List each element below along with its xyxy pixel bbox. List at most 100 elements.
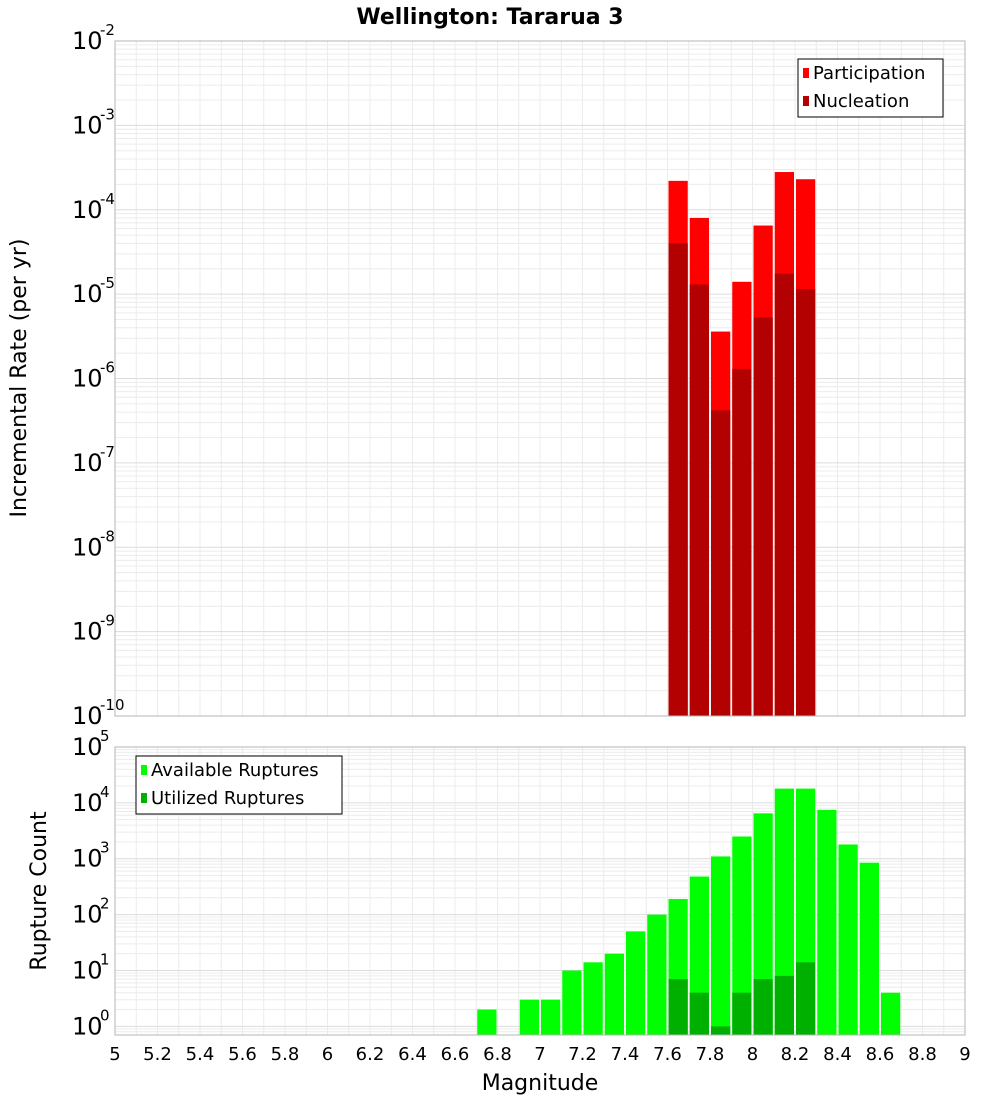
available-ruptures-bar bbox=[519, 999, 539, 1035]
top-y-tick-labels: 10-210-310-410-510-610-710-810-910-10 bbox=[72, 21, 125, 730]
y-tick-label: 10 bbox=[72, 789, 103, 817]
x-axis-label: Magnitude bbox=[482, 1071, 599, 1096]
available-ruptures-bar bbox=[838, 844, 858, 1035]
x-tick-label: 6.6 bbox=[441, 1044, 470, 1065]
utilized-ruptures-bar bbox=[796, 962, 816, 1035]
utilized-ruptures-bar bbox=[732, 992, 752, 1035]
y-tick-exponent: 5 bbox=[100, 727, 110, 745]
nucleation-bar bbox=[711, 410, 731, 716]
x-tick-label: 5.4 bbox=[186, 1044, 215, 1065]
y-tick-exponent: -3 bbox=[100, 105, 115, 123]
x-tick-label: 7 bbox=[534, 1044, 545, 1065]
x-tick-label: 5.2 bbox=[143, 1044, 172, 1065]
x-tick-label: 5.8 bbox=[271, 1044, 300, 1065]
y-tick-exponent: -8 bbox=[100, 527, 115, 545]
participation-swatch bbox=[803, 68, 809, 78]
y-tick-label: 10 bbox=[72, 449, 103, 477]
available-ruptures-bar bbox=[604, 953, 624, 1035]
available-ruptures-bar bbox=[859, 862, 879, 1035]
x-tick-label: 6 bbox=[322, 1044, 333, 1065]
top-grid bbox=[114, 40, 966, 717]
y-tick-exponent: 2 bbox=[100, 895, 110, 913]
available-ruptures-bar bbox=[711, 856, 731, 1035]
bottom-legend: Available Ruptures Utilized Ruptures bbox=[135, 755, 343, 815]
top-plot-border bbox=[114, 40, 966, 717]
bottom-y-axis-label: Rupture Count bbox=[27, 811, 52, 971]
x-tick-label: 5 bbox=[109, 1044, 120, 1065]
y-tick-exponent: 0 bbox=[100, 1006, 110, 1024]
x-tick-label: 7.6 bbox=[653, 1044, 682, 1065]
x-tick-label: 7.8 bbox=[696, 1044, 725, 1065]
bottom-bars bbox=[477, 788, 901, 1035]
x-tick-label: 6.4 bbox=[398, 1044, 427, 1065]
chart-title: Wellington: Tararua 3 bbox=[356, 5, 623, 30]
nucleation-bar bbox=[774, 273, 794, 716]
y-tick-label: 10 bbox=[72, 196, 103, 224]
nucleation-bar bbox=[689, 284, 709, 716]
y-tick-label: 10 bbox=[72, 27, 103, 55]
y-tick-label: 10 bbox=[72, 901, 103, 929]
utilized-swatch bbox=[141, 793, 147, 803]
y-tick-label: 10 bbox=[72, 956, 103, 984]
legend-participation-label: Participation bbox=[813, 63, 925, 84]
x-tick-label: 8.6 bbox=[866, 1044, 895, 1065]
y-tick-label: 10 bbox=[72, 618, 103, 646]
available-ruptures-bar bbox=[562, 970, 582, 1035]
nucleation-swatch bbox=[803, 96, 809, 106]
y-tick-label: 10 bbox=[72, 702, 103, 730]
y-tick-label: 10 bbox=[72, 1012, 103, 1040]
available-ruptures-bar bbox=[881, 992, 901, 1035]
nucleation-bar bbox=[668, 243, 688, 717]
available-ruptures-bar bbox=[817, 809, 837, 1035]
utilized-ruptures-bar bbox=[668, 979, 688, 1035]
available-ruptures-bar bbox=[732, 836, 752, 1035]
available-ruptures-bar bbox=[774, 788, 794, 1035]
utilized-ruptures-bar bbox=[774, 975, 794, 1035]
legend-available-label: Available Ruptures bbox=[151, 760, 319, 781]
x-tick-label: 7.4 bbox=[611, 1044, 640, 1065]
y-tick-label: 10 bbox=[72, 365, 103, 393]
available-ruptures-bar bbox=[541, 999, 561, 1035]
legend-nucleation-label: Nucleation bbox=[813, 91, 909, 112]
y-tick-exponent: 4 bbox=[100, 783, 110, 801]
x-tick-label: 9 bbox=[959, 1044, 970, 1065]
bottom-legend-box bbox=[135, 755, 343, 815]
x-tick-label: 6.2 bbox=[356, 1044, 385, 1065]
x-tick-label: 8.8 bbox=[908, 1044, 937, 1065]
utilized-ruptures-bar bbox=[753, 979, 773, 1035]
top-legend: Participation Nucleation bbox=[797, 58, 944, 118]
top-panel: 10-210-310-410-510-610-710-810-910-10 In… bbox=[7, 21, 966, 730]
available-ruptures-bar bbox=[583, 962, 603, 1035]
y-tick-exponent: -7 bbox=[100, 443, 115, 461]
x-tick-label: 5.6 bbox=[228, 1044, 257, 1065]
y-tick-label: 10 bbox=[72, 111, 103, 139]
y-tick-exponent: 1 bbox=[100, 950, 110, 968]
y-tick-exponent: -2 bbox=[100, 21, 115, 39]
top-bars bbox=[668, 172, 816, 717]
available-ruptures-bar bbox=[626, 931, 646, 1035]
available-ruptures-bar bbox=[477, 1009, 497, 1035]
x-tick-label: 6.8 bbox=[483, 1044, 512, 1065]
x-tick-label: 7.2 bbox=[568, 1044, 597, 1065]
available-ruptures-bar bbox=[647, 914, 667, 1035]
nucleation-bar bbox=[796, 289, 816, 716]
y-tick-label: 10 bbox=[72, 533, 103, 561]
utilized-ruptures-bar bbox=[711, 1026, 731, 1035]
y-tick-exponent: -10 bbox=[100, 696, 125, 714]
y-tick-exponent: 3 bbox=[100, 839, 110, 857]
y-tick-label: 10 bbox=[72, 733, 103, 761]
y-tick-exponent: -6 bbox=[100, 359, 115, 377]
x-tick-labels: 5 5.2 5.4 5.6 5.8 6 6.2 6.4 6.6 6.8 7 7.2 7.4 7.6 7.8 8… bbox=[109, 1044, 970, 1065]
nucleation-bar bbox=[732, 368, 752, 716]
bottom-plot-border bbox=[114, 746, 966, 1036]
top-y-axis-label: Incremental Rate (per yr) bbox=[7, 239, 32, 518]
y-tick-label: 10 bbox=[72, 280, 103, 308]
nucleation-bar bbox=[753, 317, 773, 716]
top-legend-box bbox=[797, 58, 944, 118]
utilized-ruptures-bar bbox=[689, 992, 709, 1035]
y-tick-exponent: -9 bbox=[100, 612, 115, 630]
x-tick-label: 8.2 bbox=[781, 1044, 810, 1065]
y-tick-exponent: -5 bbox=[100, 274, 115, 292]
